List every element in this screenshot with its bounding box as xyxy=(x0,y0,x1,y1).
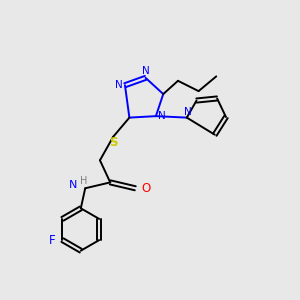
Text: H: H xyxy=(80,176,87,186)
Text: F: F xyxy=(49,234,55,247)
Text: N: N xyxy=(142,66,149,76)
Text: O: O xyxy=(142,182,151,195)
Text: N: N xyxy=(115,80,122,90)
Text: N: N xyxy=(158,111,166,121)
Text: N: N xyxy=(69,180,77,190)
Text: N: N xyxy=(184,107,192,117)
Text: S: S xyxy=(109,136,117,148)
